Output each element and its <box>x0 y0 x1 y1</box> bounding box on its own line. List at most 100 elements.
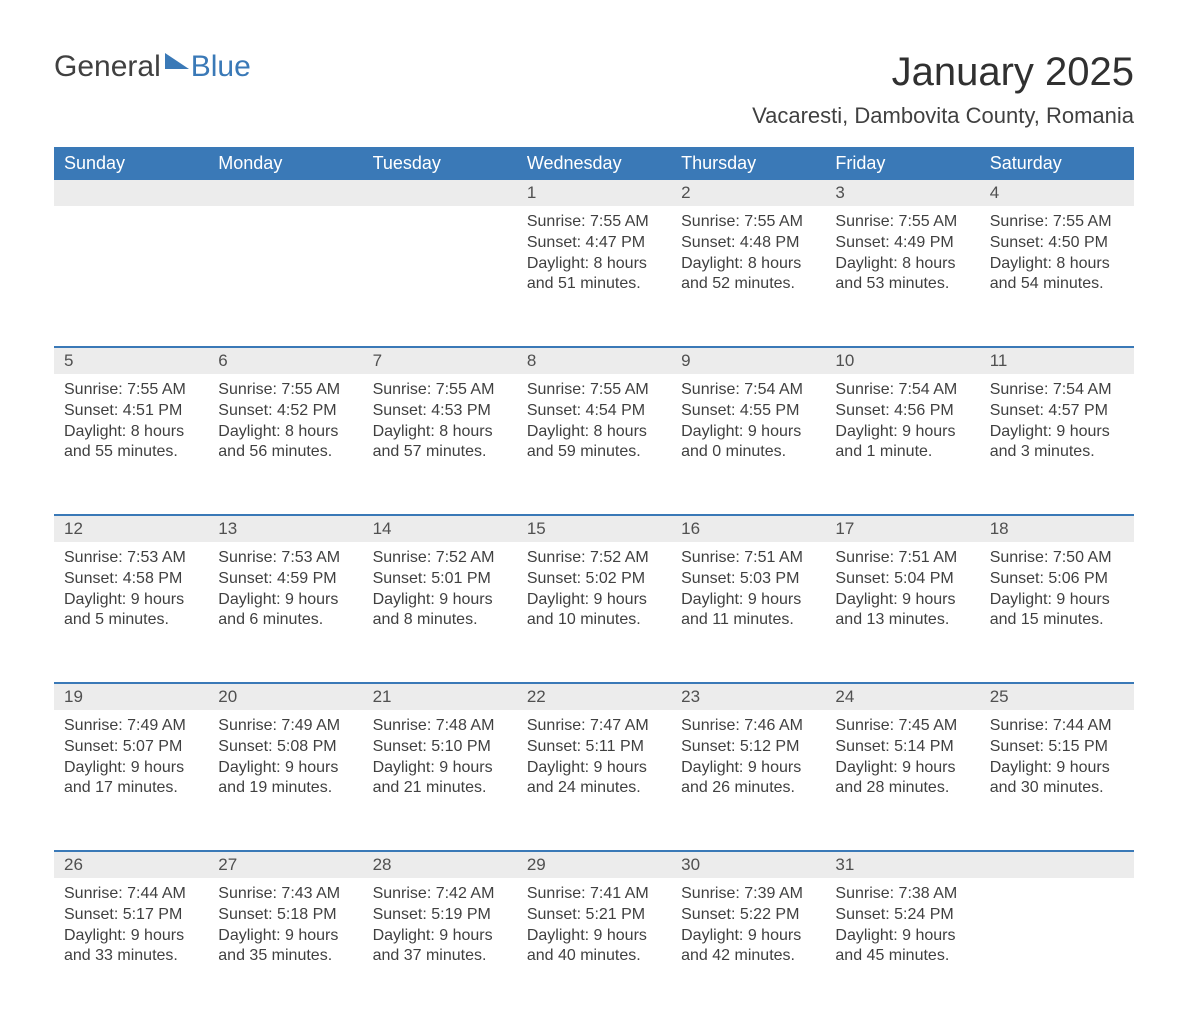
sunrise-text: Sunrise: 7:43 AM <box>218 884 352 905</box>
sunrise-text: Sunrise: 7:55 AM <box>373 380 507 401</box>
sunset-text: Sunset: 4:51 PM <box>64 401 198 422</box>
sunrise-text: Sunrise: 7:49 AM <box>64 716 198 737</box>
daylight-text: Daylight: 9 hours <box>527 590 661 611</box>
sunrise-text: Sunrise: 7:55 AM <box>990 212 1124 233</box>
sunset-text: Sunset: 5:02 PM <box>527 569 661 590</box>
daylight-text: Daylight: 9 hours <box>835 758 969 779</box>
weekday-header: Wednesday <box>517 147 671 180</box>
sunrise-text: Sunrise: 7:54 AM <box>681 380 815 401</box>
day-cell: Sunrise: 7:44 AMSunset: 5:17 PMDaylight:… <box>54 878 208 1018</box>
day-cell: Sunrise: 7:55 AMSunset: 4:52 PMDaylight:… <box>208 374 362 514</box>
day-cell: Sunrise: 7:48 AMSunset: 5:10 PMDaylight:… <box>363 710 517 850</box>
day-number-cell: 7 <box>363 348 517 374</box>
calendar-table: Sunday Monday Tuesday Wednesday Thursday… <box>54 147 1134 1018</box>
daylight-text: and 33 minutes. <box>64 946 198 967</box>
sunrise-text: Sunrise: 7:44 AM <box>990 716 1124 737</box>
day-body: Sunrise: 7:54 AMSunset: 4:57 PMDaylight:… <box>980 374 1134 477</box>
sunrise-text: Sunrise: 7:50 AM <box>990 548 1124 569</box>
day-number-cell: 11 <box>980 348 1134 374</box>
daylight-text: and 42 minutes. <box>681 946 815 967</box>
day-number-cell: 29 <box>517 852 671 878</box>
day-number-row: 12131415161718 <box>54 516 1134 542</box>
daylight-text: and 15 minutes. <box>990 610 1124 631</box>
day-body: Sunrise: 7:39 AMSunset: 5:22 PMDaylight:… <box>671 878 825 981</box>
sunrise-text: Sunrise: 7:55 AM <box>64 380 198 401</box>
sunrise-text: Sunrise: 7:54 AM <box>835 380 969 401</box>
daylight-text: Daylight: 9 hours <box>64 590 198 611</box>
sunset-text: Sunset: 5:08 PM <box>218 737 352 758</box>
sunrise-text: Sunrise: 7:55 AM <box>681 212 815 233</box>
weekday-header: Tuesday <box>363 147 517 180</box>
daylight-text: and 40 minutes. <box>527 946 661 967</box>
sunrise-text: Sunrise: 7:46 AM <box>681 716 815 737</box>
sunrise-text: Sunrise: 7:39 AM <box>681 884 815 905</box>
day-number-cell: 2 <box>671 180 825 206</box>
day-number-cell: 13 <box>208 516 362 542</box>
day-cell: Sunrise: 7:52 AMSunset: 5:02 PMDaylight:… <box>517 542 671 682</box>
sunset-text: Sunset: 4:49 PM <box>835 233 969 254</box>
daylight-text: and 56 minutes. <box>218 442 352 463</box>
day-body-row: Sunrise: 7:49 AMSunset: 5:07 PMDaylight:… <box>54 710 1134 850</box>
weekday-header: Sunday <box>54 147 208 180</box>
day-number-cell: 10 <box>825 348 979 374</box>
day-cell: Sunrise: 7:45 AMSunset: 5:14 PMDaylight:… <box>825 710 979 850</box>
day-cell: Sunrise: 7:55 AMSunset: 4:50 PMDaylight:… <box>980 206 1134 346</box>
day-body: Sunrise: 7:51 AMSunset: 5:03 PMDaylight:… <box>671 542 825 645</box>
day-body: Sunrise: 7:45 AMSunset: 5:14 PMDaylight:… <box>825 710 979 813</box>
day-cell <box>54 206 208 346</box>
daylight-text: Daylight: 9 hours <box>527 926 661 947</box>
daylight-text: Daylight: 9 hours <box>373 758 507 779</box>
day-number-cell: 5 <box>54 348 208 374</box>
daylight-text: Daylight: 9 hours <box>835 590 969 611</box>
day-number-cell: 4 <box>980 180 1134 206</box>
day-number-cell: 18 <box>980 516 1134 542</box>
sunset-text: Sunset: 5:07 PM <box>64 737 198 758</box>
daylight-text: Daylight: 9 hours <box>527 758 661 779</box>
day-number-cell: 17 <box>825 516 979 542</box>
sunrise-text: Sunrise: 7:38 AM <box>835 884 969 905</box>
day-body: Sunrise: 7:42 AMSunset: 5:19 PMDaylight:… <box>363 878 517 981</box>
daylight-text: Daylight: 9 hours <box>64 758 198 779</box>
day-body: Sunrise: 7:51 AMSunset: 5:04 PMDaylight:… <box>825 542 979 645</box>
day-body-row: Sunrise: 7:55 AMSunset: 4:51 PMDaylight:… <box>54 374 1134 514</box>
day-cell: Sunrise: 7:55 AMSunset: 4:49 PMDaylight:… <box>825 206 979 346</box>
sunset-text: Sunset: 5:21 PM <box>527 905 661 926</box>
day-cell: Sunrise: 7:51 AMSunset: 5:04 PMDaylight:… <box>825 542 979 682</box>
sunrise-text: Sunrise: 7:55 AM <box>527 380 661 401</box>
day-number-cell: 24 <box>825 684 979 710</box>
day-body: Sunrise: 7:41 AMSunset: 5:21 PMDaylight:… <box>517 878 671 981</box>
day-number-cell: 14 <box>363 516 517 542</box>
sunrise-text: Sunrise: 7:47 AM <box>527 716 661 737</box>
day-number-row: 567891011 <box>54 348 1134 374</box>
logo-text-1: General <box>54 50 161 84</box>
day-body: Sunrise: 7:49 AMSunset: 5:08 PMDaylight:… <box>208 710 362 813</box>
sunset-text: Sunset: 5:10 PM <box>373 737 507 758</box>
weekday-header: Saturday <box>980 147 1134 180</box>
sunset-text: Sunset: 5:12 PM <box>681 737 815 758</box>
day-cell: Sunrise: 7:53 AMSunset: 4:59 PMDaylight:… <box>208 542 362 682</box>
daylight-text: Daylight: 9 hours <box>64 926 198 947</box>
daylight-text: and 51 minutes. <box>527 274 661 295</box>
day-number-cell: 22 <box>517 684 671 710</box>
sunset-text: Sunset: 5:14 PM <box>835 737 969 758</box>
logo-triangle-icon <box>165 53 189 69</box>
header: General Blue January 2025 Vacaresti, Dam… <box>54 50 1134 141</box>
day-body: Sunrise: 7:55 AMSunset: 4:53 PMDaylight:… <box>363 374 517 477</box>
sunset-text: Sunset: 4:48 PM <box>681 233 815 254</box>
daylight-text: and 13 minutes. <box>835 610 969 631</box>
day-body: Sunrise: 7:46 AMSunset: 5:12 PMDaylight:… <box>671 710 825 813</box>
daylight-text: Daylight: 8 hours <box>218 422 352 443</box>
daylight-text: Daylight: 8 hours <box>835 254 969 275</box>
day-number-cell: 21 <box>363 684 517 710</box>
daylight-text: and 37 minutes. <box>373 946 507 967</box>
daylight-text: and 21 minutes. <box>373 778 507 799</box>
daylight-text: and 28 minutes. <box>835 778 969 799</box>
sunset-text: Sunset: 4:47 PM <box>527 233 661 254</box>
day-body: Sunrise: 7:48 AMSunset: 5:10 PMDaylight:… <box>363 710 517 813</box>
day-body: Sunrise: 7:54 AMSunset: 4:56 PMDaylight:… <box>825 374 979 477</box>
day-number-row: 19202122232425 <box>54 684 1134 710</box>
sunrise-text: Sunrise: 7:41 AM <box>527 884 661 905</box>
day-number-cell: 12 <box>54 516 208 542</box>
day-cell: Sunrise: 7:38 AMSunset: 5:24 PMDaylight:… <box>825 878 979 1018</box>
daylight-text: and 52 minutes. <box>681 274 815 295</box>
